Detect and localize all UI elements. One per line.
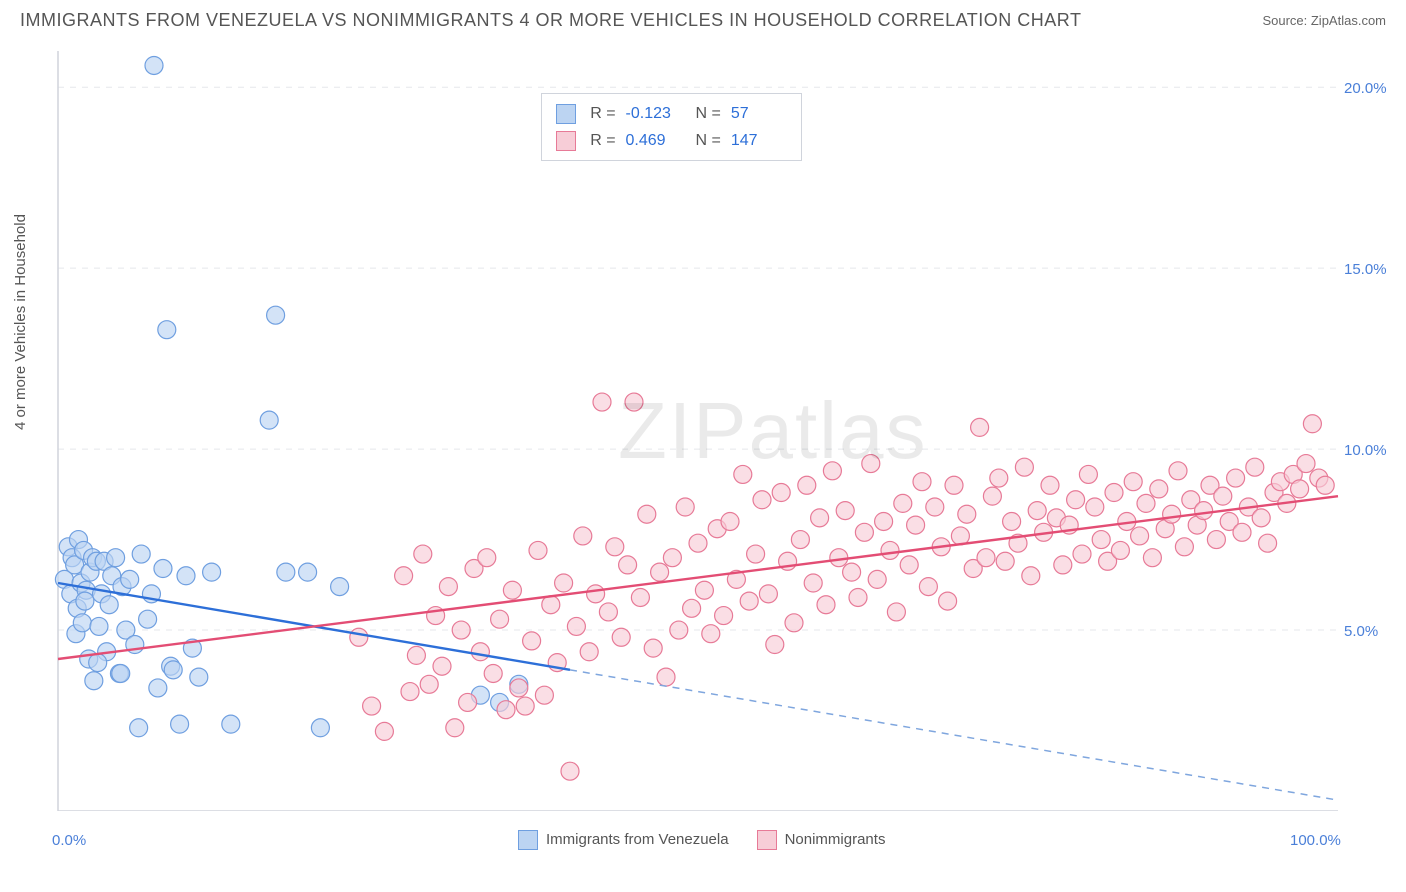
correlation-legend: R = -0.123 N = 57 R = 0.469 N = 147 <box>541 93 802 161</box>
corr-n-value: 57 <box>731 100 787 127</box>
title-bar: IMMIGRANTS FROM VENEZUELA VS NONIMMIGRAN… <box>0 0 1406 35</box>
corr-r-label: R = <box>590 127 615 154</box>
corr-legend-row: R = 0.469 N = 147 <box>556 127 787 154</box>
y-axis-label: 4 or more Vehicles in Household <box>12 214 29 430</box>
corr-r-value: -0.123 <box>626 100 682 127</box>
corr-n-value: 147 <box>731 127 787 154</box>
y-tick-label: 5.0% <box>1344 623 1378 640</box>
x-tick-label: 0.0% <box>52 832 86 849</box>
legend-swatch-icon <box>518 830 538 850</box>
legend-item: Immigrants from Venezuela <box>518 830 729 850</box>
legend-label: Immigrants from Venezuela <box>546 831 729 848</box>
y-tick-label: 20.0% <box>1344 80 1387 97</box>
series-legend: Immigrants from Venezuela Nonimmigrants <box>518 830 885 850</box>
chart-title: IMMIGRANTS FROM VENEZUELA VS NONIMMIGRAN… <box>20 10 1081 31</box>
legend-swatch-icon <box>757 830 777 850</box>
corr-n-label: N = <box>696 127 721 154</box>
y-tick-label: 15.0% <box>1344 261 1387 278</box>
corr-swatch-icon <box>556 104 576 124</box>
corr-legend-row: R = -0.123 N = 57 <box>556 100 787 127</box>
corr-r-label: R = <box>590 100 615 127</box>
y-tick-label: 10.0% <box>1344 442 1387 459</box>
x-tick-label: 100.0% <box>1290 832 1341 849</box>
legend-item: Nonimmigrants <box>757 830 886 850</box>
corr-swatch-icon <box>556 131 576 151</box>
corr-r-value: 0.469 <box>626 127 682 154</box>
legend-label: Nonimmigrants <box>785 831 886 848</box>
source-label: Source: ZipAtlas.com <box>1262 13 1386 28</box>
chart-area: ZIPatlas R =-0.123N =57R =0.469N =147 <box>48 41 1406 816</box>
corr-n-label: N = <box>696 100 721 127</box>
